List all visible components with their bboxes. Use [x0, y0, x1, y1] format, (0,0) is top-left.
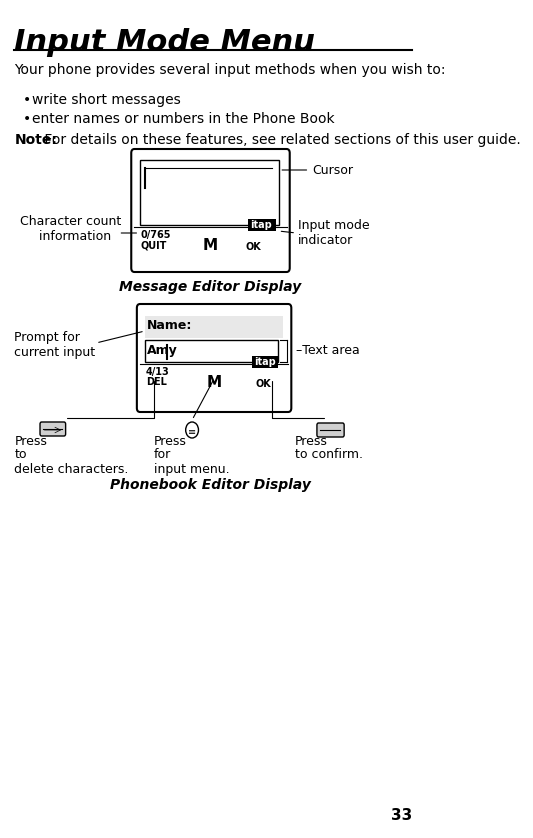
Text: OK: OK — [255, 379, 271, 389]
Text: Press: Press — [154, 435, 187, 448]
Text: OK: OK — [246, 242, 262, 252]
Text: Message Editor Display: Message Editor Display — [119, 280, 302, 294]
Text: Your phone provides several input methods when you wish to:: Your phone provides several input method… — [14, 63, 446, 77]
Text: DEL: DEL — [146, 377, 166, 387]
Text: 0/765: 0/765 — [140, 230, 171, 240]
Text: to: to — [14, 448, 27, 461]
Text: Input Mode Menu: Input Mode Menu — [14, 28, 316, 57]
Text: Amy: Amy — [147, 344, 178, 357]
Text: Prompt for
current input: Prompt for current input — [14, 331, 95, 359]
Text: enter names or numbers in the Phone Book: enter names or numbers in the Phone Book — [32, 112, 335, 126]
FancyBboxPatch shape — [317, 423, 344, 437]
Bar — [145, 316, 282, 338]
Text: delete characters.: delete characters. — [14, 463, 129, 476]
Text: •: • — [22, 112, 31, 126]
Text: M: M — [207, 375, 222, 390]
Text: 4/13: 4/13 — [146, 367, 169, 377]
Text: Press: Press — [295, 435, 327, 448]
Text: to confirm.: to confirm. — [295, 448, 362, 461]
FancyBboxPatch shape — [131, 149, 290, 272]
Bar — [248, 219, 276, 231]
Bar — [140, 160, 279, 225]
Text: Phonebook Editor Display: Phonebook Editor Display — [110, 478, 311, 492]
Text: ≡: ≡ — [188, 427, 196, 437]
Text: M: M — [203, 238, 218, 253]
Text: –Text area: –Text area — [296, 344, 360, 358]
Text: Input mode
indicator: Input mode indicator — [298, 219, 369, 247]
Bar — [252, 356, 278, 368]
Bar — [145, 340, 278, 362]
Text: 33: 33 — [391, 808, 412, 823]
Text: Press: Press — [14, 435, 47, 448]
Text: input menu.: input menu. — [154, 463, 229, 476]
Text: itap: itap — [254, 357, 276, 367]
FancyBboxPatch shape — [137, 304, 292, 412]
Text: write short messages: write short messages — [32, 93, 181, 107]
FancyBboxPatch shape — [40, 422, 66, 436]
Text: Character count
  information: Character count information — [20, 215, 122, 243]
Text: itap: itap — [249, 220, 271, 230]
Text: Cursor: Cursor — [282, 163, 353, 177]
Text: Name:: Name: — [147, 319, 192, 332]
Circle shape — [185, 422, 198, 438]
Text: •: • — [22, 93, 31, 107]
Text: QUIT: QUIT — [140, 240, 166, 250]
Text: For details on these features, see related sections of this user guide.: For details on these features, see relat… — [40, 133, 521, 147]
Text: Note:: Note: — [14, 133, 57, 147]
Text: for: for — [154, 448, 171, 461]
